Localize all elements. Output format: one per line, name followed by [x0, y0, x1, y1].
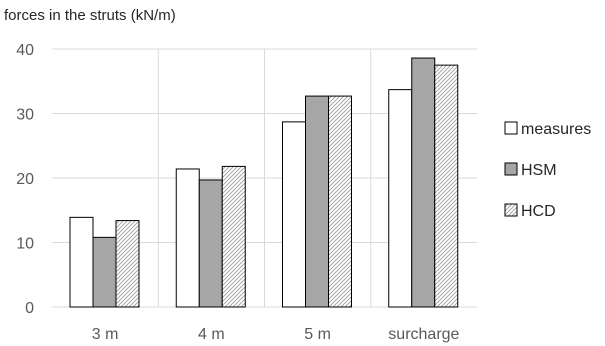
x-axis-tick-labels: 3 m 4 m 5 m surcharge	[92, 326, 460, 343]
legend-swatch	[504, 121, 518, 135]
bar-hcd-3m	[115, 220, 140, 308]
bar-measures-4m	[175, 168, 200, 308]
chart-title: forces in the struts (kN/m)	[4, 7, 176, 24]
bar-hsm-4m	[198, 179, 223, 308]
y-tick-label: 40	[16, 42, 34, 59]
bar-hcd-4m	[221, 165, 246, 308]
bar-measures-3m	[69, 216, 94, 308]
legend-item-measures: measures	[504, 121, 591, 138]
y-tick-label: 0	[25, 300, 34, 317]
y-tick-label: 20	[16, 171, 34, 188]
x-tick-label: 4 m	[198, 326, 225, 343]
legend-label: HCD	[521, 203, 556, 220]
bars	[69, 57, 459, 308]
x-tick-label: 3 m	[92, 326, 119, 343]
bar-hcd-surcharge	[434, 64, 459, 308]
legend-swatch	[504, 203, 518, 217]
y-axis-tick-labels: 0 10 20 30 40	[16, 42, 34, 317]
legend-item-hsm: HSM	[504, 162, 557, 179]
x-tick-label: surcharge	[388, 326, 459, 343]
legend-label: measures	[521, 121, 591, 138]
legend-swatch	[504, 162, 518, 176]
bar-hsm-5m	[305, 95, 329, 308]
legend: measures HSM HCD	[504, 121, 591, 220]
bar-hsm-surcharge	[411, 57, 436, 308]
bar-measures-5m	[282, 121, 306, 308]
bar-hcd-5m	[328, 95, 352, 308]
bar-hsm-3m	[92, 236, 117, 308]
y-tick-label: 30	[16, 107, 34, 124]
y-tick-label: 10	[16, 236, 34, 253]
x-tick-label: 5 m	[304, 326, 331, 343]
bar-measures-surcharge	[388, 89, 413, 308]
legend-item-hcd: HCD	[504, 203, 556, 220]
legend-label: HSM	[521, 162, 557, 179]
